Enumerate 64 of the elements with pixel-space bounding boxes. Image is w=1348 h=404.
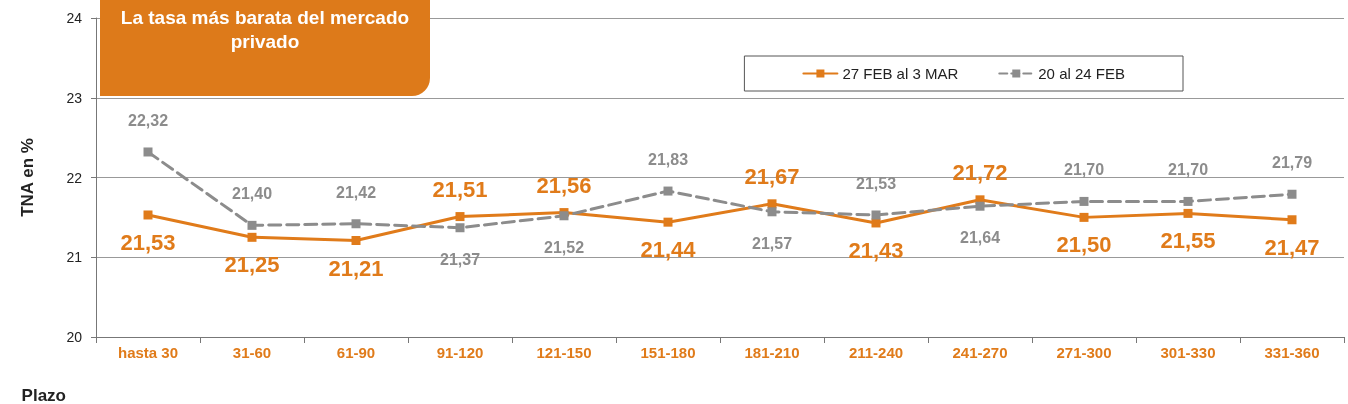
data-label: 21,44: [640, 237, 697, 263]
x-tick-label: 61-90: [336, 344, 376, 361]
point: [143, 210, 153, 220]
point: [1079, 212, 1089, 222]
data-label: 21,64: [959, 229, 1001, 247]
legend-label: 27 FEB al 3 MAR: [842, 65, 959, 82]
x-tick-label: 211-240: [848, 344, 904, 361]
data-label: 21,47: [1264, 234, 1320, 260]
x-tick-label: 301-330: [1160, 344, 1216, 361]
point: [1287, 189, 1297, 199]
data-label: 21,42: [335, 183, 377, 201]
data-label: 22,32: [127, 111, 169, 129]
data-label: 21,43: [848, 237, 904, 263]
point: [1183, 196, 1193, 206]
point: [871, 210, 881, 220]
point: [663, 186, 673, 196]
point: [975, 201, 985, 211]
data-label: 21,70: [1167, 161, 1209, 179]
point: [1079, 196, 1089, 206]
data-label: 21,67: [744, 163, 800, 189]
point: [1183, 208, 1193, 218]
data-label: 21,53: [855, 174, 897, 192]
x-tick-label: 91-120: [436, 344, 484, 361]
data-label: 21,21: [328, 255, 384, 281]
x-tick-label: 331-360: [1264, 344, 1320, 361]
point: [663, 217, 673, 227]
y-tick-label: 23: [66, 89, 83, 106]
data-label: 21,50: [1056, 232, 1112, 258]
x-tick-label: 181-210: [744, 344, 800, 361]
x-tick-label: 121-150: [536, 344, 592, 361]
x-tick-label: 31-60: [232, 344, 272, 361]
y-tick-label: 20: [66, 329, 83, 345]
point: [1287, 215, 1297, 225]
x-tick-label: 241-270: [952, 344, 1008, 361]
legend-label: 20 al 24 FEB: [1038, 65, 1125, 82]
y-tick-label: 21: [66, 249, 83, 266]
point: [247, 220, 257, 230]
data-label: 21,52: [543, 238, 585, 256]
title-badge: La tasa más barata del mercado privado: [100, 0, 430, 96]
point: [143, 147, 153, 157]
y-tick-label: 22: [66, 169, 83, 186]
data-label: 21,51: [432, 176, 488, 202]
x-tick-label: hasta 30: [117, 344, 179, 361]
y-tick-label: 24: [66, 10, 83, 26]
data-label: 21,57: [751, 234, 793, 252]
point: [351, 236, 361, 245]
data-label: 21,83: [647, 151, 689, 169]
data-label: 21,56: [536, 172, 592, 198]
x-axis-title: Plazo: [21, 386, 66, 404]
data-label: 21,55: [1160, 228, 1216, 254]
data-label: 21,25: [224, 252, 280, 278]
y-axis-title: TNA en %: [18, 138, 37, 217]
point: [455, 223, 465, 233]
point: [767, 207, 777, 217]
x-tick-label: 271-300: [1056, 344, 1112, 361]
data-label: 21,72: [952, 159, 1008, 185]
data-label: 21,53: [120, 229, 176, 255]
point: [455, 212, 465, 222]
data-label: 21,70: [1063, 161, 1105, 179]
point: [247, 232, 257, 242]
point: [351, 219, 361, 229]
x-tick-label: 151-180: [640, 344, 696, 361]
data-label: 21,40: [231, 185, 273, 203]
data-label: 21,79: [1271, 154, 1313, 172]
